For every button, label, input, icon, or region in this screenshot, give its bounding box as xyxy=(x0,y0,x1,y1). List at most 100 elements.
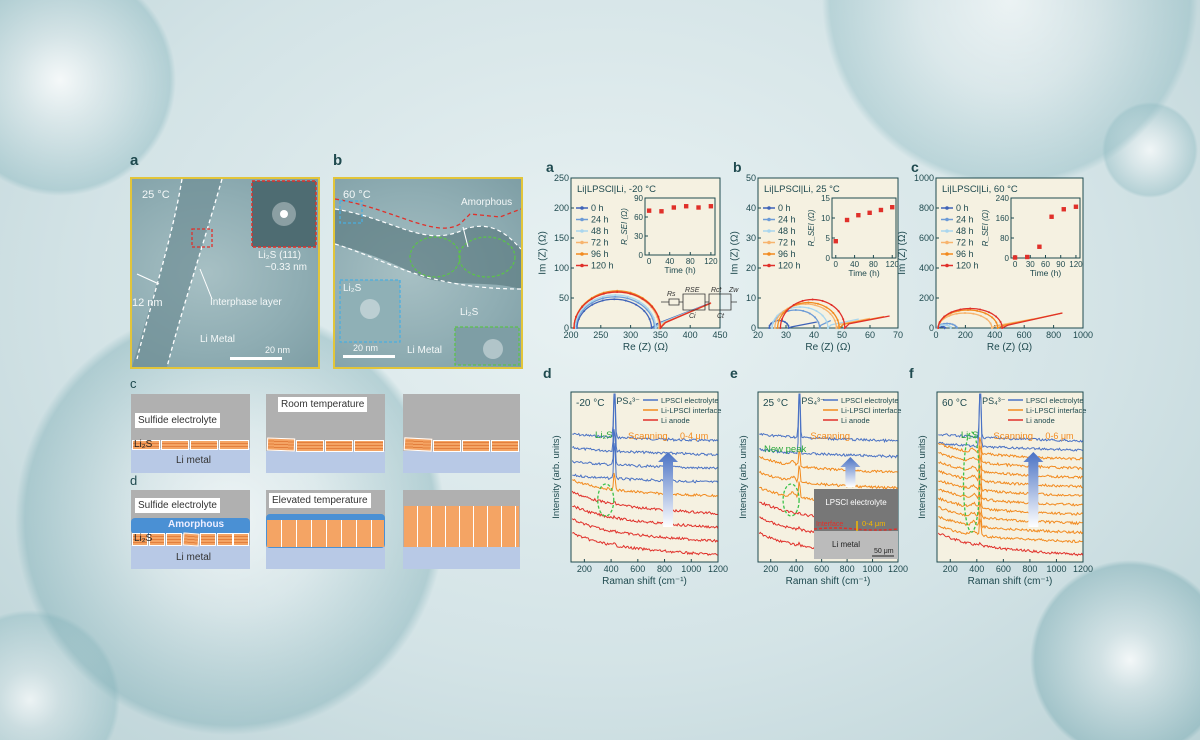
eis-point xyxy=(794,309,797,311)
y-tick-label: 40 xyxy=(746,203,756,213)
eis-point xyxy=(955,327,958,329)
y-tick-label: 800 xyxy=(919,203,934,213)
rsei-point xyxy=(659,209,664,214)
raman-trace-electrolyte xyxy=(759,393,898,444)
li2s-ellipse xyxy=(962,431,981,533)
legend-marker xyxy=(580,217,584,222)
eis-point xyxy=(979,308,982,311)
eis-point xyxy=(643,310,646,313)
x-tick-label: 400 xyxy=(789,564,804,574)
legend-label: LPSCl electrolyte xyxy=(1026,396,1084,405)
eis-point xyxy=(799,306,801,308)
legend-label: LPSCl electrolyte xyxy=(661,396,719,405)
eis-point xyxy=(572,327,575,329)
eis-point xyxy=(626,297,629,300)
y-tick-label: 1000 xyxy=(914,173,934,183)
y-tick-label: 30 xyxy=(746,233,756,243)
eis-point xyxy=(802,309,805,312)
x-tick-label: 350 xyxy=(653,330,668,340)
circuit-label: Rct xyxy=(711,287,723,294)
y-tick-label: 0 xyxy=(929,323,934,333)
x-axis-label: Re (Z) (Ω) xyxy=(623,342,668,353)
sulfide-electrolyte-label: Sulfide electrolyte xyxy=(135,498,220,513)
eis-point xyxy=(964,312,967,314)
x-tick-label: 50 xyxy=(837,330,847,340)
circuit-label: Zw xyxy=(728,287,739,294)
raman-trace-electrolyte xyxy=(937,393,1083,452)
eis-point xyxy=(635,303,638,306)
legend-marker xyxy=(580,263,584,268)
x-tick-label: 1200 xyxy=(1073,564,1093,574)
eis-point xyxy=(779,327,782,329)
x-tick-label: 80 xyxy=(686,257,695,266)
eis-point xyxy=(833,319,836,322)
eis-series-24h xyxy=(575,296,709,330)
legend-marker xyxy=(580,206,584,210)
eis-point xyxy=(984,312,987,315)
legend-label: 72 h xyxy=(591,238,609,248)
eis-point xyxy=(821,314,824,317)
raman-trace-interface xyxy=(938,501,1083,526)
depth-label: 0-6 μm xyxy=(1045,431,1073,441)
eis-point xyxy=(836,319,839,322)
rsei-point xyxy=(1049,214,1054,219)
rsei-point xyxy=(1073,204,1079,209)
panel-label-tem-a: a xyxy=(130,152,139,169)
eis-series-48h xyxy=(574,294,710,330)
eis-point xyxy=(945,324,948,327)
d-spacing-label: ~0.33 nm xyxy=(265,262,307,273)
eis-point xyxy=(659,327,662,329)
raman-trace-electrolyte xyxy=(572,393,719,443)
x-tick-label: 0 xyxy=(834,260,839,269)
eis-point xyxy=(807,301,810,304)
interphase-outline xyxy=(335,198,521,366)
legend-label: Li-LPSCl interface xyxy=(661,406,721,415)
raman-trace-anode xyxy=(572,532,718,556)
eis-point xyxy=(938,320,941,323)
raman-trace-electrolyte xyxy=(572,443,719,484)
legend-label: Li anode xyxy=(841,416,870,425)
rsei-point xyxy=(1012,255,1018,260)
x-tick-label: 60 xyxy=(1041,260,1050,269)
eis-point xyxy=(953,324,956,327)
x-axis-label: Re (Z) (Ω) xyxy=(987,342,1032,353)
y-tick-label: 60 xyxy=(634,213,643,222)
x-tick-label: 80 xyxy=(869,260,878,269)
eis-point xyxy=(816,302,819,305)
legend-label: 48 h xyxy=(778,226,796,236)
raman-trace-interface xyxy=(938,482,1083,507)
sem-electrolyte-label: LPSCl electrolyte xyxy=(825,498,887,507)
raman-trace-anode xyxy=(572,505,719,529)
scanning-label: Scanning xyxy=(628,431,668,442)
eis-point xyxy=(654,327,657,329)
y-tick-label: 80 xyxy=(1000,234,1009,243)
rsei-point xyxy=(867,210,872,215)
eis-point xyxy=(601,295,604,298)
amorphous-label: Amorphous xyxy=(168,519,225,530)
eis-point xyxy=(771,327,773,329)
chart-title: Li|LPSCl|Li, -20 °C xyxy=(577,184,656,195)
eis-point xyxy=(976,309,979,312)
x-tick-label: 200 xyxy=(958,330,973,340)
raman-trace-anode xyxy=(571,490,718,516)
y-tick-label: 30 xyxy=(634,232,643,241)
raman-trace-electrolyte xyxy=(938,393,1084,443)
x-tick-label: 120 xyxy=(886,260,900,269)
eis-point xyxy=(614,295,617,298)
scanning-label: Scanning xyxy=(810,431,850,442)
x-tick-label: 40 xyxy=(665,257,674,266)
y-axis-label: Intensity (arb. units) xyxy=(917,435,928,518)
eis-point xyxy=(821,299,824,302)
thickness-label: 12 nm xyxy=(132,297,163,309)
eis-point xyxy=(949,327,952,329)
legend-label: 72 h xyxy=(778,238,796,248)
y-tick-label: 50 xyxy=(746,173,756,183)
rsei-point xyxy=(890,205,895,210)
schematic-d-initial: Sulfide electrolyte Amorphous Li₂S Li me… xyxy=(131,490,250,569)
x-tick-label: 450 xyxy=(712,330,727,340)
temperature-label: -20 °C xyxy=(576,398,604,409)
li-metal-region xyxy=(814,531,898,559)
eis-point xyxy=(827,327,829,329)
sem-depth-label: 0-4 μm xyxy=(862,519,886,528)
y-tick-label: 160 xyxy=(996,214,1010,223)
